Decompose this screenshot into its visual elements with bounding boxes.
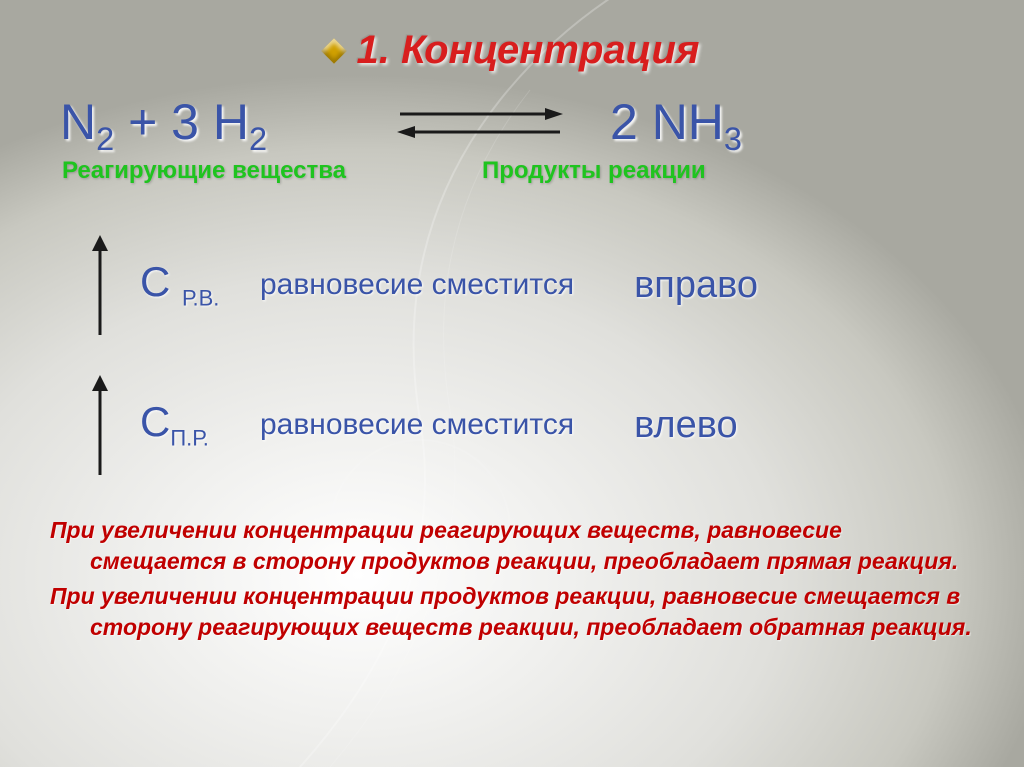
- concentration-symbol-products: CП.Р.: [140, 398, 260, 451]
- reactants-label: Реагирующие вещества: [62, 157, 422, 185]
- arrow-up-icon: [80, 235, 120, 335]
- products-label: Продукты реакции: [422, 157, 706, 185]
- footer-paragraph-1: При увеличении концентрации реагирующих …: [50, 515, 974, 577]
- footer-block: При увеличении концентрации реагирующих …: [50, 515, 974, 643]
- rule-row-1: C Р.В. равновесие сместится вправо: [50, 235, 974, 335]
- rule-text-2: равновесие сместится: [260, 408, 574, 442]
- rule-row-2: CП.Р. равновесие сместится влево: [50, 375, 974, 475]
- title-row: 1. Концентрация: [50, 28, 974, 73]
- equilibrium-arrows-icon: [380, 102, 580, 142]
- equation-reactants: N2 + 3 H2: [60, 93, 380, 151]
- footer-paragraph-2: При увеличении концентрации продуктов ре…: [50, 581, 974, 643]
- direction-left: влево: [634, 404, 738, 447]
- equation-products: 2 NH3: [580, 93, 742, 151]
- arrow-up-icon: [80, 375, 120, 475]
- equation-row: N2 + 3 H2 2 NH3: [50, 93, 974, 151]
- concentration-symbol-reactants: C Р.В.: [140, 258, 260, 311]
- rule-text-1: равновесие сместится: [260, 268, 574, 302]
- bullet-diamond-icon: [321, 38, 346, 63]
- page-title: 1. Концентрация: [357, 28, 700, 73]
- direction-right: вправо: [634, 264, 758, 307]
- labels-row: Реагирующие вещества Продукты реакции: [50, 157, 974, 185]
